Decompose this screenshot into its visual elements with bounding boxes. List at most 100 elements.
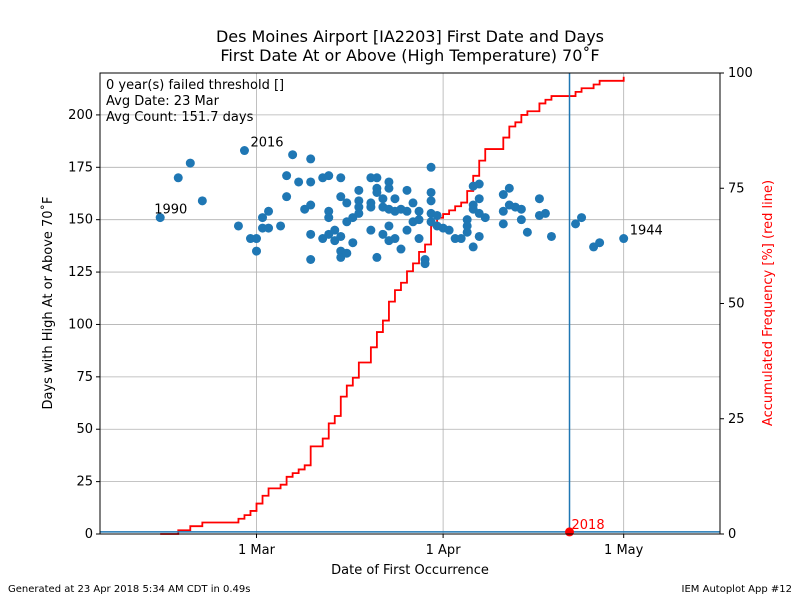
data-point: [324, 171, 334, 181]
data-point: [396, 244, 406, 254]
data-point: [342, 248, 352, 258]
data-point: [595, 238, 605, 248]
y-tick-label: 75: [76, 370, 93, 385]
y-axis-ticks: 0 25 50 75 100 125 150 175 200: [68, 108, 100, 542]
footer-generated-text: Generated at 23 Apr 2018 5:34 AM CDT in …: [8, 584, 251, 595]
data-point: [324, 213, 334, 223]
x-axis-ticks: 1 Mar 1 Apr 1 May: [238, 534, 644, 558]
data-point: [577, 213, 587, 223]
y2-tick-label: 25: [728, 412, 745, 427]
data-point: [378, 229, 388, 239]
data-point: [306, 177, 316, 187]
data-point: [348, 238, 358, 248]
y-axis-label: Days with High At or Above 70˚F: [40, 196, 56, 409]
data-point: [474, 194, 484, 204]
data-point: [264, 223, 274, 233]
data-point: [444, 225, 454, 235]
scatter-points: [155, 146, 629, 269]
data-point: [233, 221, 243, 231]
stats-line-avg-date: Avg Date: 23 Mar: [106, 94, 220, 109]
data-point: [306, 200, 316, 210]
footer-app-text: IEM Autoplot App #12: [681, 584, 792, 595]
data-point: [342, 198, 352, 208]
data-point: [372, 173, 382, 183]
data-point: [336, 173, 346, 183]
data-point: [372, 187, 382, 197]
data-point: [336, 192, 346, 202]
chart-title-line2: First Date At or Above (High Temperature…: [220, 46, 599, 65]
data-point: [354, 196, 364, 206]
data-point: [516, 215, 526, 225]
data-point: [252, 246, 262, 256]
data-point: [384, 221, 394, 231]
stats-line-failed: 0 year(s) failed threshold []: [106, 78, 284, 93]
y-tick-label: 200: [68, 108, 93, 123]
data-point: [432, 210, 442, 220]
data-point: [516, 204, 526, 214]
data-point: [462, 221, 472, 231]
y-tick-label: 0: [85, 527, 93, 542]
data-point: [462, 215, 472, 225]
data-point: [408, 198, 418, 208]
data-point: [390, 234, 400, 244]
year-annotation: 1990: [154, 203, 187, 218]
y2-axis-label: Accumulated Frequency [%] (red line): [761, 180, 776, 426]
data-point: [571, 219, 581, 229]
y-tick-label: 100: [68, 317, 93, 332]
data-point: [402, 185, 412, 195]
data-point: [474, 231, 484, 241]
data-point: [426, 196, 436, 206]
y-tick-label: 25: [76, 475, 93, 490]
grid-lines: [100, 73, 720, 535]
data-point: [336, 231, 346, 241]
data-point: [378, 194, 388, 204]
data-point: [402, 225, 412, 235]
data-point: [282, 171, 292, 181]
data-point: [426, 162, 436, 172]
data-point: [306, 154, 316, 164]
x-axis-label: Date of First Occurrence: [331, 563, 489, 578]
data-point: [540, 208, 550, 218]
data-point: [306, 229, 316, 239]
data-point: [288, 150, 298, 160]
y2-tick-label: 75: [728, 181, 745, 196]
y-tick-label: 150: [68, 213, 93, 228]
data-point: [330, 225, 340, 235]
data-point: [504, 183, 514, 193]
data-point: [197, 196, 207, 206]
data-point: [366, 225, 376, 235]
data-point: [239, 146, 249, 156]
data-point: [384, 183, 394, 193]
reference-lines: [100, 73, 720, 537]
data-point: [366, 202, 376, 212]
x-tick-label: 1 Mar: [238, 543, 276, 558]
data-point: [264, 206, 274, 216]
y2-axis-ticks: 0 25 50 75 100: [720, 66, 753, 542]
data-point: [173, 173, 183, 183]
data-point: [185, 158, 195, 168]
data-point: [276, 221, 286, 231]
data-point: [534, 194, 544, 204]
year-annotation: 1944: [630, 224, 663, 239]
data-point: [619, 234, 629, 244]
year-annotation: 2018: [572, 518, 605, 533]
y-tick-label: 175: [68, 160, 93, 175]
year-annotation: 2016: [250, 136, 283, 151]
stats-line-avg-count: Avg Count: 151.7 days: [106, 110, 254, 125]
data-point: [498, 190, 508, 200]
y2-tick-label: 50: [728, 297, 745, 312]
x-tick-label: 1 May: [604, 543, 644, 558]
chart-title-line1: Des Moines Airport [IA2203] First Date a…: [216, 27, 604, 46]
y-tick-label: 50: [76, 422, 93, 437]
data-point: [498, 206, 508, 216]
y2-tick-label: 0: [728, 527, 736, 542]
y2-tick-label: 100: [728, 66, 753, 81]
data-point: [324, 206, 334, 216]
data-point: [480, 213, 490, 223]
data-point: [468, 242, 478, 252]
y-tick-label: 125: [68, 265, 93, 280]
cdf-line: [160, 76, 625, 535]
data-point: [522, 227, 532, 237]
data-point: [390, 194, 400, 204]
data-point: [546, 231, 556, 241]
